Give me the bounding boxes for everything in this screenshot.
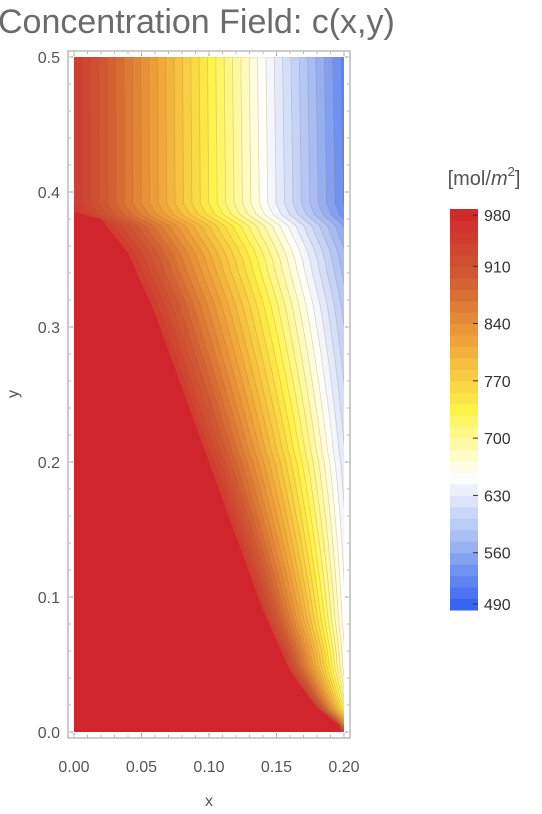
- x-tick-label: 0.05: [126, 759, 157, 776]
- unit-prefix: [mol/: [448, 168, 492, 190]
- colorbar-band: [450, 254, 478, 267]
- colorbar-band: [450, 369, 478, 382]
- x-tick-label: 0.00: [58, 759, 89, 776]
- y-tick-label: 0.2: [38, 455, 60, 472]
- colorbar-band: [450, 461, 478, 474]
- colorbar-band: [450, 277, 478, 290]
- colorbar-band: [450, 587, 478, 600]
- colorbar-band: [450, 438, 478, 451]
- colorbar-tick-label: 910: [484, 259, 511, 276]
- heatmap-field: [74, 57, 344, 732]
- chart-title: Concentration Field: c(x,y): [0, 3, 395, 41]
- y-tick-label: 0.3: [38, 320, 60, 337]
- colorbar-tick-label: 560: [484, 546, 511, 563]
- colorbar-band: [450, 541, 478, 554]
- colorbar-tick-label: 700: [484, 431, 511, 448]
- colorbar-tick-label: 840: [484, 317, 511, 334]
- colorbar-band: [450, 335, 478, 347]
- y-tick-label: 0.0: [38, 725, 60, 742]
- colorbar-band: [450, 357, 478, 370]
- colorbar-band: [450, 243, 478, 256]
- colorbar-band: [450, 529, 478, 542]
- y-tick-label: 0.5: [38, 50, 60, 67]
- colorbar-band: [450, 518, 478, 531]
- colorbar-band: [450, 449, 478, 462]
- unit-suffix: ]: [515, 168, 521, 190]
- colorbar-band: [450, 426, 478, 439]
- colorbar-band: [450, 346, 478, 359]
- colorbar-band: [450, 472, 478, 485]
- colorbar-band: [450, 552, 478, 565]
- colorbar-band: [450, 392, 478, 405]
- saturated-region: [74, 212, 340, 732]
- colorbar-band: [450, 506, 478, 519]
- plot-axes: 0.00 0.05 0.10 0.15 0.20 0.0 0.1 0.2 0.3 0.4 0.5: [38, 50, 360, 776]
- plot-area: [74, 57, 344, 732]
- colorbar-band: [450, 415, 478, 428]
- colorbar-band: [450, 312, 478, 325]
- y-tick-label: 0.4: [38, 185, 60, 202]
- y-axis-label: y: [5, 390, 22, 398]
- colorbar-band: [450, 380, 478, 393]
- colorbar-tick-label: 770: [484, 374, 511, 391]
- colorbar-band: [450, 403, 478, 416]
- colorbar-band: [450, 220, 478, 233]
- x-tick-label: 0.20: [328, 759, 359, 776]
- colorbar-band: [450, 289, 478, 302]
- unit-exponent: 2: [508, 164, 515, 179]
- colorbar-tick-label: 630: [484, 488, 511, 505]
- x-tick-label: 0.10: [193, 759, 224, 776]
- y-tick-label: 0.1: [38, 590, 60, 607]
- colorbar-unit-label: [mol/m2]: [448, 164, 521, 190]
- colorbar-band: [450, 300, 478, 313]
- colorbar-band: [450, 483, 478, 496]
- colorbar-band: [450, 598, 478, 611]
- colorbar: 490 560 630 700 770 840 910 980: [450, 208, 511, 614]
- colorbar-band: [450, 209, 478, 221]
- colorbar-band: [450, 231, 478, 244]
- x-axis-label: x: [205, 793, 213, 810]
- colorbar-band: [450, 323, 478, 336]
- unit-variable: m: [491, 168, 508, 190]
- x-tick-label: 0.15: [261, 759, 292, 776]
- colorbar-band: [450, 564, 478, 577]
- colorbar-band: [450, 575, 478, 588]
- colorbar-band: [450, 495, 478, 508]
- colorbar-tick-label: 980: [484, 208, 511, 225]
- colorbar-tick-label: 490: [484, 597, 511, 614]
- colorbar-band: [450, 266, 478, 279]
